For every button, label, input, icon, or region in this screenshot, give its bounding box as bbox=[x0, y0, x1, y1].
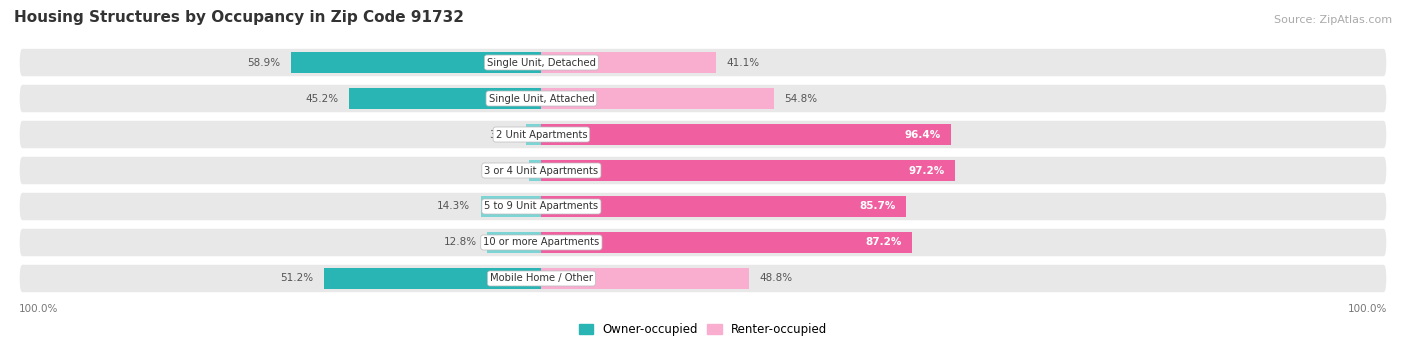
Text: 2.8%: 2.8% bbox=[492, 165, 519, 176]
Text: 3 or 4 Unit Apartments: 3 or 4 Unit Apartments bbox=[484, 165, 599, 176]
FancyBboxPatch shape bbox=[18, 47, 1388, 78]
Text: Single Unit, Attached: Single Unit, Attached bbox=[488, 93, 595, 104]
FancyBboxPatch shape bbox=[18, 119, 1388, 150]
Bar bbox=[323, 268, 541, 289]
FancyBboxPatch shape bbox=[18, 191, 1388, 222]
Bar bbox=[526, 124, 541, 145]
Bar bbox=[541, 88, 775, 109]
Bar bbox=[541, 160, 955, 181]
Bar bbox=[486, 232, 541, 253]
FancyBboxPatch shape bbox=[18, 263, 1388, 294]
Text: 97.2%: 97.2% bbox=[908, 165, 945, 176]
FancyBboxPatch shape bbox=[18, 227, 1388, 257]
Text: 100.0%: 100.0% bbox=[1348, 305, 1388, 314]
Text: 41.1%: 41.1% bbox=[727, 58, 759, 68]
Text: 54.8%: 54.8% bbox=[785, 93, 818, 104]
Text: 10 or more Apartments: 10 or more Apartments bbox=[484, 237, 599, 248]
Bar bbox=[541, 196, 905, 217]
Text: 87.2%: 87.2% bbox=[866, 237, 903, 248]
Text: 100.0%: 100.0% bbox=[18, 305, 58, 314]
FancyBboxPatch shape bbox=[18, 84, 1388, 114]
Bar bbox=[541, 268, 749, 289]
Text: 51.2%: 51.2% bbox=[280, 273, 314, 283]
Bar bbox=[349, 88, 541, 109]
Legend: Owner-occupied, Renter-occupied: Owner-occupied, Renter-occupied bbox=[574, 318, 832, 341]
Text: 5 to 9 Unit Apartments: 5 to 9 Unit Apartments bbox=[484, 202, 599, 211]
Text: 48.8%: 48.8% bbox=[759, 273, 792, 283]
FancyBboxPatch shape bbox=[18, 155, 1388, 186]
Bar bbox=[541, 52, 716, 73]
Bar bbox=[530, 160, 541, 181]
Bar bbox=[541, 124, 952, 145]
Text: Mobile Home / Other: Mobile Home / Other bbox=[489, 273, 593, 283]
Text: Single Unit, Detached: Single Unit, Detached bbox=[486, 58, 596, 68]
Bar bbox=[541, 232, 912, 253]
Bar bbox=[291, 52, 541, 73]
Text: 58.9%: 58.9% bbox=[247, 58, 281, 68]
Text: 3.7%: 3.7% bbox=[489, 130, 516, 139]
Text: 12.8%: 12.8% bbox=[444, 237, 477, 248]
Text: 85.7%: 85.7% bbox=[859, 202, 896, 211]
Text: Housing Structures by Occupancy in Zip Code 91732: Housing Structures by Occupancy in Zip C… bbox=[14, 10, 464, 25]
Text: 14.3%: 14.3% bbox=[437, 202, 471, 211]
Text: Source: ZipAtlas.com: Source: ZipAtlas.com bbox=[1274, 15, 1392, 25]
Bar bbox=[481, 196, 541, 217]
Text: 2 Unit Apartments: 2 Unit Apartments bbox=[495, 130, 588, 139]
Text: 45.2%: 45.2% bbox=[307, 93, 339, 104]
Text: 96.4%: 96.4% bbox=[905, 130, 941, 139]
